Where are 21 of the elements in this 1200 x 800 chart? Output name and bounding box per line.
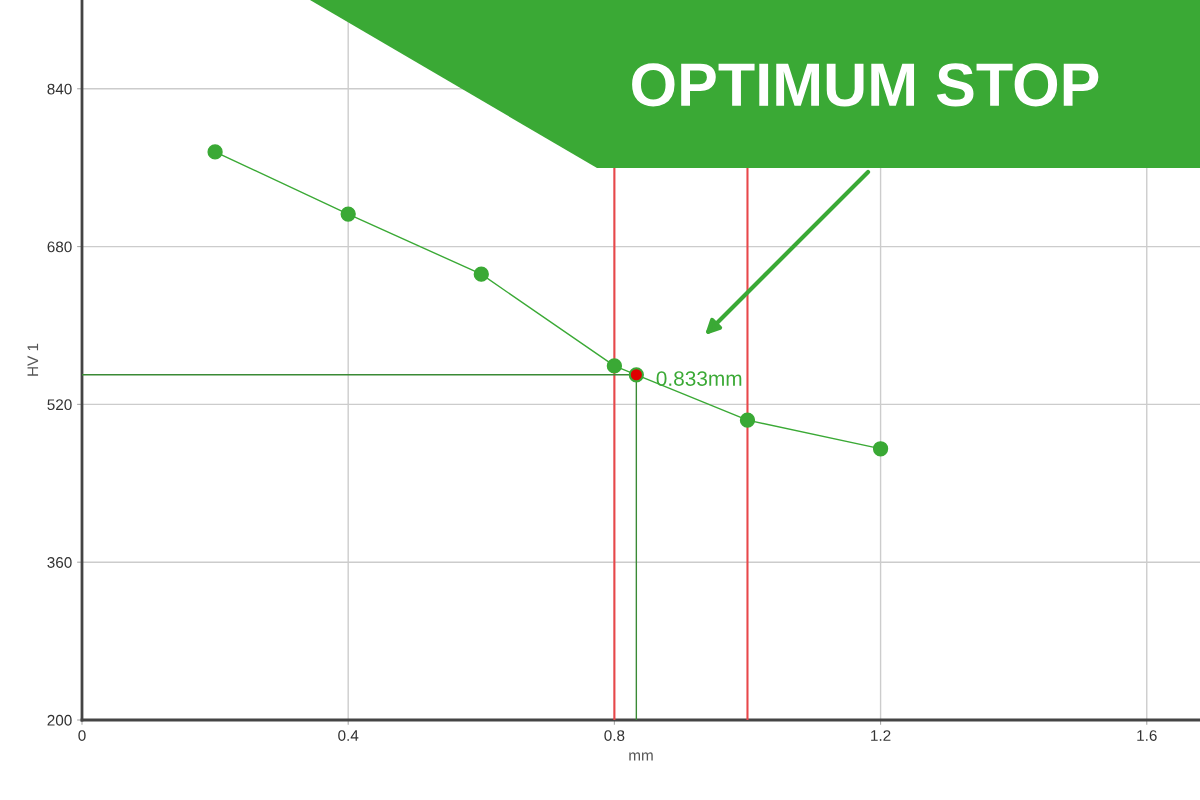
point [628, 367, 644, 383]
x-tick-label: 1.6 [1137, 730, 1157, 741]
x-axis-title: mm [629, 752, 653, 761]
point [340, 206, 356, 222]
point [739, 412, 756, 428]
y-tick-label: 840 [47, 83, 72, 95]
y-tick-label: 360 [47, 557, 72, 568]
point [872, 441, 889, 457]
x-tick-label: 0.4 [338, 730, 359, 741]
y-tick-label: 680 [47, 241, 72, 253]
y-tick-label: 200 [47, 714, 72, 726]
annotation: OPTIMUM STOP [632, 63, 1099, 107]
point [473, 266, 489, 282]
x-tick-label: 0 [78, 730, 86, 741]
point [606, 358, 623, 374]
y-tick-label: 520 [47, 399, 72, 411]
point [207, 144, 223, 160]
x-tick-label: 1.2 [871, 730, 891, 741]
annotation: 0.833mm [656, 371, 742, 386]
y-axis-title: HV 1 [27, 343, 39, 376]
x-tick-label: 0.8 [604, 730, 625, 741]
